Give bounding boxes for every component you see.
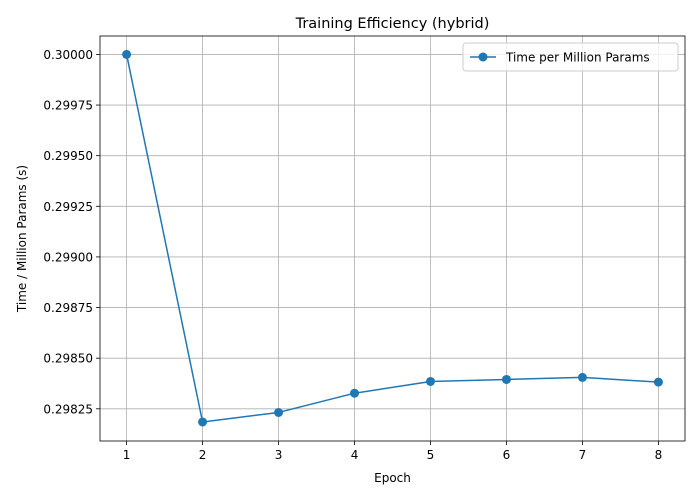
x-axis-label: Epoch — [374, 471, 411, 485]
x-tick-label: 3 — [275, 448, 283, 462]
x-axis-ticks: 1 2 3 4 5 6 7 8 — [123, 441, 662, 462]
x-tick-label: 4 — [351, 448, 359, 462]
x-tick-label: 7 — [579, 448, 587, 462]
y-axis-ticks: 0.29825 0.29850 0.29875 0.29900 0.29925 0.299… — [43, 48, 100, 416]
legend-box — [462, 42, 679, 72]
data-point — [274, 407, 284, 417]
x-tick-label: 2 — [199, 448, 207, 462]
x-tick-label: 8 — [655, 448, 663, 462]
y-tick-label: 0.29900 — [43, 250, 93, 264]
data-point — [577, 372, 587, 382]
legend-label: Time per Million Params — [505, 51, 650, 65]
y-tick-label: 0.29875 — [43, 301, 93, 315]
x-tick-label: 6 — [503, 448, 511, 462]
y-axis-label: Time / Million Params (s) — [15, 165, 29, 313]
data-point — [198, 417, 208, 427]
plot-frame — [99, 35, 686, 442]
data-point — [122, 49, 132, 59]
series-line — [125, 54, 659, 423]
y-tick-label: 0.29975 — [43, 99, 93, 113]
legend-marker-icon — [478, 52, 488, 62]
series-layer — [122, 49, 663, 427]
chart-title: Training Efficiency (hybrid) — [295, 16, 490, 32]
x-tick-label: 1 — [123, 448, 131, 462]
data-point — [425, 376, 435, 386]
grid — [100, 36, 685, 441]
data-point — [653, 377, 663, 387]
legend: Time per Million Params — [462, 42, 679, 72]
x-tick-label: 5 — [427, 448, 435, 462]
y-tick-label: 0.29850 — [43, 352, 93, 366]
y-tick-label: 0.30000 — [43, 48, 93, 62]
y-tick-label: 0.29950 — [43, 149, 93, 163]
data-point — [350, 388, 360, 398]
data-point — [501, 374, 511, 384]
y-tick-label: 0.29825 — [43, 402, 93, 416]
y-tick-label: 0.29925 — [43, 200, 93, 214]
